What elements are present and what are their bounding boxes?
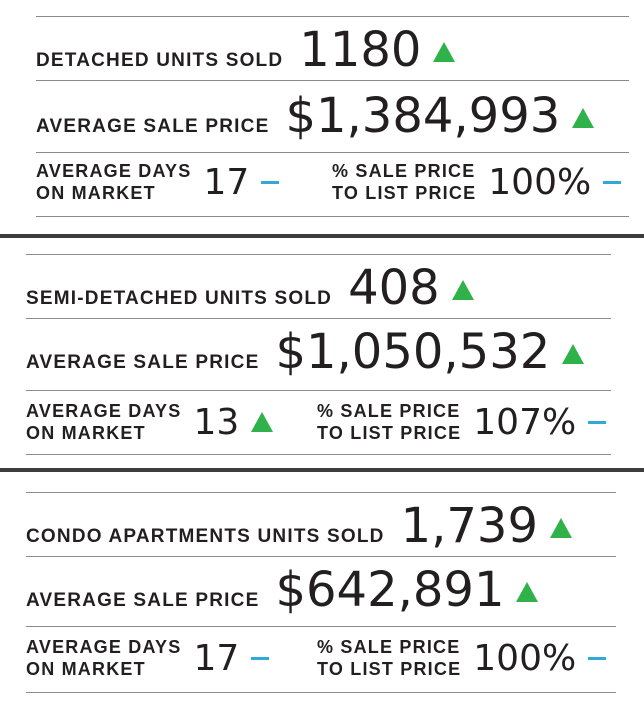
dom-value: 13 (193, 401, 240, 443)
trend-flat-icon (251, 656, 270, 660)
price-label: AVERAGE SALE PRICE (36, 116, 270, 137)
trend-up-icon (451, 280, 474, 300)
trend-up-icon (251, 412, 274, 432)
trend-flat-icon (603, 180, 622, 184)
rule (26, 626, 616, 627)
ratio-value: 100% (488, 161, 592, 203)
units-row: CONDO APARTMENTS UNITS SOLD 1,739 (26, 498, 572, 554)
price-row: AVERAGE SALE PRICE $642,891 (26, 562, 539, 618)
price-row: AVERAGE SALE PRICE $1,384,993 (36, 88, 595, 144)
days-on-market: AVERAGE DAYS ON MARKET 17 (36, 160, 280, 204)
units-label: DETACHED UNITS SOLD (36, 50, 284, 71)
price-value: $1,050,532 (275, 324, 551, 380)
units-value: 1180 (299, 22, 422, 78)
section-divider (0, 234, 644, 238)
dom-label: AVERAGE DAYS ON MARKET (26, 400, 181, 444)
trend-up-icon (516, 582, 539, 602)
dom-label: AVERAGE DAYS ON MARKET (36, 160, 191, 204)
dom-label: AVERAGE DAYS ON MARKET (26, 636, 181, 680)
dom-label-line1: AVERAGE DAYS (26, 401, 182, 421)
ratio-label-line1: % SALE PRICE (317, 401, 461, 421)
trend-up-icon (562, 344, 585, 364)
semi-detached-section: SEMI-DETACHED UNITS SOLD 408 AVERAGE SAL… (0, 240, 644, 468)
ratio-label-line2: TO LIST PRICE (317, 659, 462, 679)
units-value: 1,739 (400, 498, 538, 554)
condo-section: CONDO APARTMENTS UNITS SOLD 1,739 AVERAG… (0, 476, 644, 709)
price-value: $1,384,993 (285, 88, 561, 144)
section-divider (0, 468, 644, 472)
trend-up-icon (433, 42, 456, 62)
ratio-label-line1: % SALE PRICE (332, 161, 476, 181)
ratio-label: % SALE PRICE TO LIST PRICE (317, 636, 461, 680)
rule (26, 254, 611, 255)
rule (26, 492, 616, 493)
rule (36, 16, 629, 17)
rule (26, 318, 611, 319)
trend-up-icon (550, 518, 572, 538)
ratio-label-line2: TO LIST PRICE (332, 183, 477, 203)
price-label: AVERAGE SALE PRICE (26, 352, 260, 373)
trend-flat-icon (588, 656, 607, 660)
ratio-value: 107% (473, 401, 577, 443)
units-row: DETACHED UNITS SOLD 1180 (36, 22, 456, 78)
rule (36, 152, 629, 153)
detached-section: DETACHED UNITS SOLD 1180 AVERAGE SALE PR… (0, 0, 644, 236)
rule (36, 216, 629, 217)
dom-value: 17 (203, 161, 250, 203)
price-label: AVERAGE SALE PRICE (26, 590, 260, 611)
ratio-value: 100% (473, 637, 577, 679)
days-on-market: AVERAGE DAYS ON MARKET 13 (26, 400, 274, 444)
units-label: CONDO APARTMENTS UNITS SOLD (26, 526, 385, 547)
rule (26, 556, 616, 557)
rule (26, 454, 611, 455)
ratio-label-line1: % SALE PRICE (317, 637, 461, 657)
trend-flat-icon (261, 180, 280, 184)
ratio-label: % SALE PRICE TO LIST PRICE (332, 160, 476, 204)
rule (26, 390, 611, 391)
sale-to-list: % SALE PRICE TO LIST PRICE 100% (332, 160, 622, 204)
dom-label-line2: ON MARKET (26, 659, 146, 679)
units-value: 408 (348, 260, 440, 316)
ratio-label: % SALE PRICE TO LIST PRICE (317, 400, 461, 444)
days-on-market: AVERAGE DAYS ON MARKET 17 (26, 636, 270, 680)
dom-label-line1: AVERAGE DAYS (36, 161, 192, 181)
dom-label-line1: AVERAGE DAYS (26, 637, 182, 657)
dom-label-line2: ON MARKET (36, 183, 156, 203)
sale-to-list: % SALE PRICE TO LIST PRICE 107% (317, 400, 607, 444)
price-row: AVERAGE SALE PRICE $1,050,532 (26, 324, 585, 380)
rule (26, 692, 616, 693)
sale-to-list: % SALE PRICE TO LIST PRICE 100% (317, 636, 607, 680)
dom-label-line2: ON MARKET (26, 423, 146, 443)
trend-flat-icon (588, 420, 607, 424)
rule (36, 80, 629, 81)
units-label: SEMI-DETACHED UNITS SOLD (26, 288, 333, 309)
ratio-label-line2: TO LIST PRICE (317, 423, 462, 443)
price-value: $642,891 (275, 562, 505, 618)
dom-value: 17 (193, 637, 240, 679)
units-row: SEMI-DETACHED UNITS SOLD 408 (26, 260, 474, 316)
trend-up-icon (572, 108, 595, 128)
